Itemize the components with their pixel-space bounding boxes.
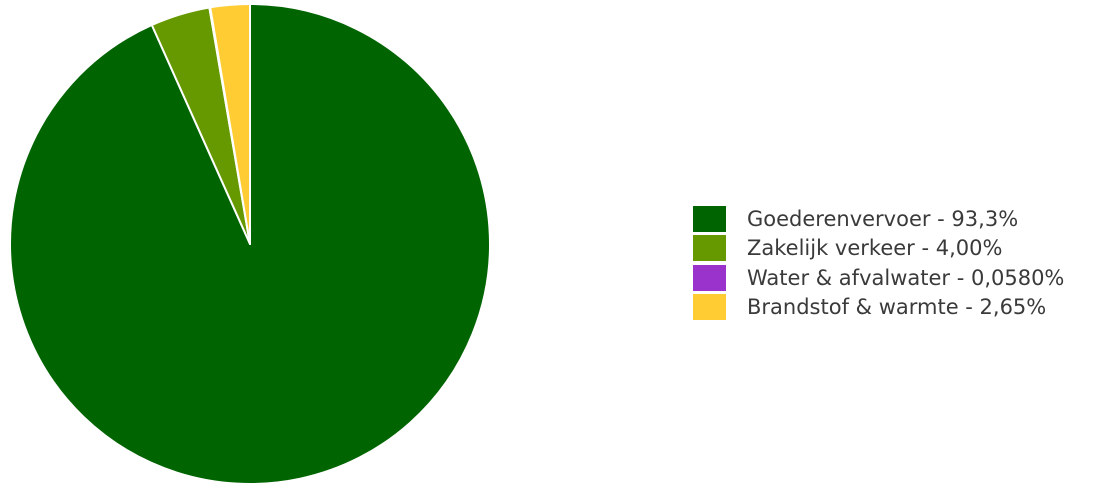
legend: Goederenvervoer - 93,3% Zakelijk verkeer … [693, 204, 1064, 322]
legend-swatch [693, 206, 726, 232]
legend-label: Brandstof & warmte - 2,65% [747, 294, 1046, 320]
legend-swatch [693, 265, 726, 291]
legend-swatch [693, 235, 726, 261]
legend-label: Goederenvervoer - 93,3% [747, 206, 1018, 232]
legend-item: Water & afvalwater - 0,0580% [693, 263, 1064, 293]
legend-swatch [693, 294, 726, 320]
legend-item: Zakelijk verkeer - 4,00% [693, 234, 1064, 264]
legend-label: Water & afvalwater - 0,0580% [747, 265, 1064, 291]
legend-item: Goederenvervoer - 93,3% [693, 204, 1064, 234]
legend-item: Brandstof & warmte - 2,65% [693, 293, 1064, 323]
legend-label: Zakelijk verkeer - 4,00% [747, 235, 1002, 261]
